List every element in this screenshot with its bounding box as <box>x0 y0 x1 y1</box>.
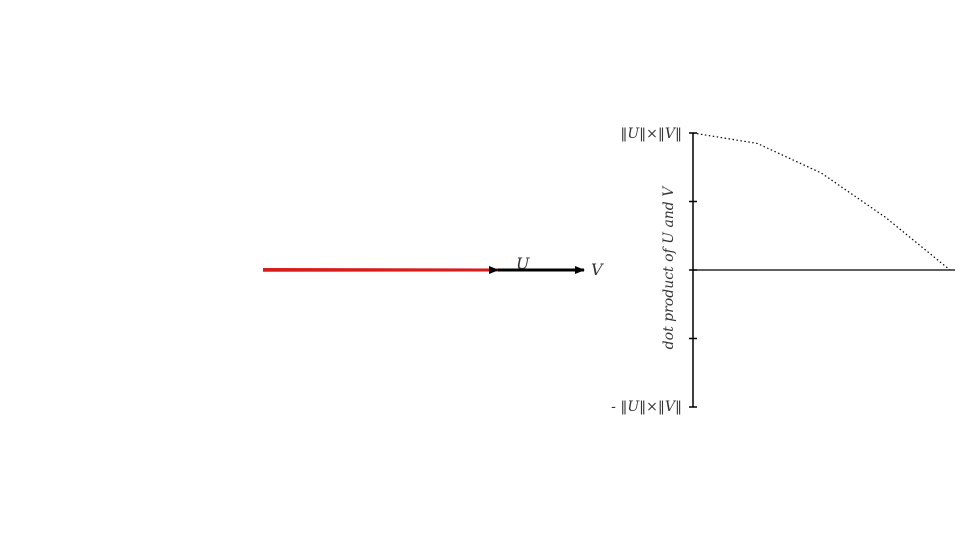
y-tick-label-max: ‖U‖×‖V‖ <box>620 126 682 142</box>
vector-u-label: U <box>516 254 530 273</box>
dot-product-curve <box>692 132 951 271</box>
y-tick-label-min: - ‖U‖×‖V‖ <box>611 399 682 415</box>
vector-v-label: V <box>591 260 604 279</box>
dot-product-chart: ‖U‖×‖V‖ - ‖U‖×‖V‖ dot product of U and V <box>611 126 955 415</box>
vector-diagram: U V <box>262 254 604 279</box>
y-axis-title: dot product of U and V <box>661 185 677 350</box>
vector-u-arrow <box>262 265 499 274</box>
y-ticks <box>689 132 697 408</box>
